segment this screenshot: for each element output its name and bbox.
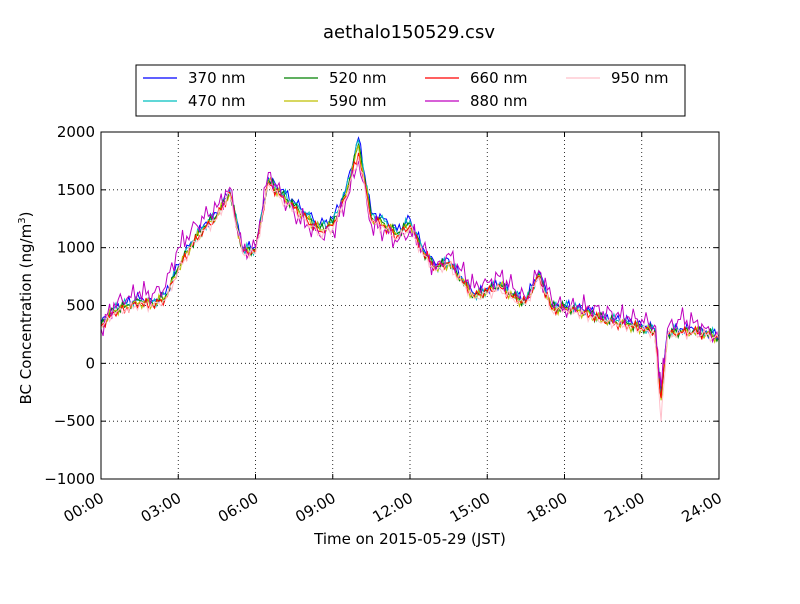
legend-label: 950 nm: [611, 69, 669, 87]
legend-label: 470 nm: [188, 92, 246, 110]
y-tick-label: 500: [66, 297, 95, 315]
x-axis-ticks: 00:00 03:00 06:00 09:00 12:00 15:00 18:00 21:00…: [61, 132, 725, 526]
x-tick-label: 12:00: [370, 489, 416, 526]
y-tick-label: 1500: [57, 181, 95, 199]
x-tick-label: 09:00: [292, 489, 338, 526]
y-tick-label: 2000: [57, 123, 95, 141]
x-tick-label: 06:00: [215, 489, 261, 526]
legend-box: [135, 64, 686, 117]
x-axis-label: Time on 2015-05-29 (JST): [313, 530, 506, 548]
x-tick-label: 00:00: [61, 489, 107, 526]
y-tick-label: −1000: [44, 470, 95, 488]
x-tick-label: 24:00: [679, 489, 725, 526]
x-tick-label: 15:00: [447, 489, 493, 526]
legend-label: 520 nm: [329, 69, 387, 87]
series-lines: [101, 136, 719, 422]
series-line-950-nm: [101, 156, 719, 422]
y-axis-ticks: −1000 −500 0 500 1000 1500 2000: [44, 123, 719, 488]
x-tick-label: 03:00: [138, 489, 184, 526]
chart-title: aethalo150529.csv: [323, 22, 495, 43]
x-tick-label: 18:00: [524, 489, 570, 526]
gridlines: [101, 132, 719, 479]
y-tick-label: 1000: [57, 239, 95, 257]
series-line-470-nm: [101, 138, 719, 396]
legend-label: 880 nm: [470, 92, 528, 110]
legend-label: 660 nm: [470, 69, 528, 87]
x-tick-label: 21:00: [601, 489, 647, 526]
y-axis-label-superscript: 3: [17, 217, 28, 223]
y-axis-label-suffix: ): [17, 212, 35, 218]
legend-label: 590 nm: [329, 92, 387, 110]
y-tick-label: 0: [85, 354, 95, 372]
y-axis-label: BC Concentration (ng/m3): [17, 212, 35, 405]
series-line-520-nm: [101, 143, 719, 399]
series-line-370-nm: [101, 136, 719, 393]
legend-label: 370 nm: [188, 69, 246, 87]
series-line-880-nm: [101, 160, 719, 387]
y-axis-label-main: BC Concentration (ng/m: [17, 224, 35, 405]
y-tick-label: −500: [54, 412, 95, 430]
legend: 370 nm 470 nm 520 nm 590 nm 660 nm 880 nm 950 …: [135, 64, 686, 117]
